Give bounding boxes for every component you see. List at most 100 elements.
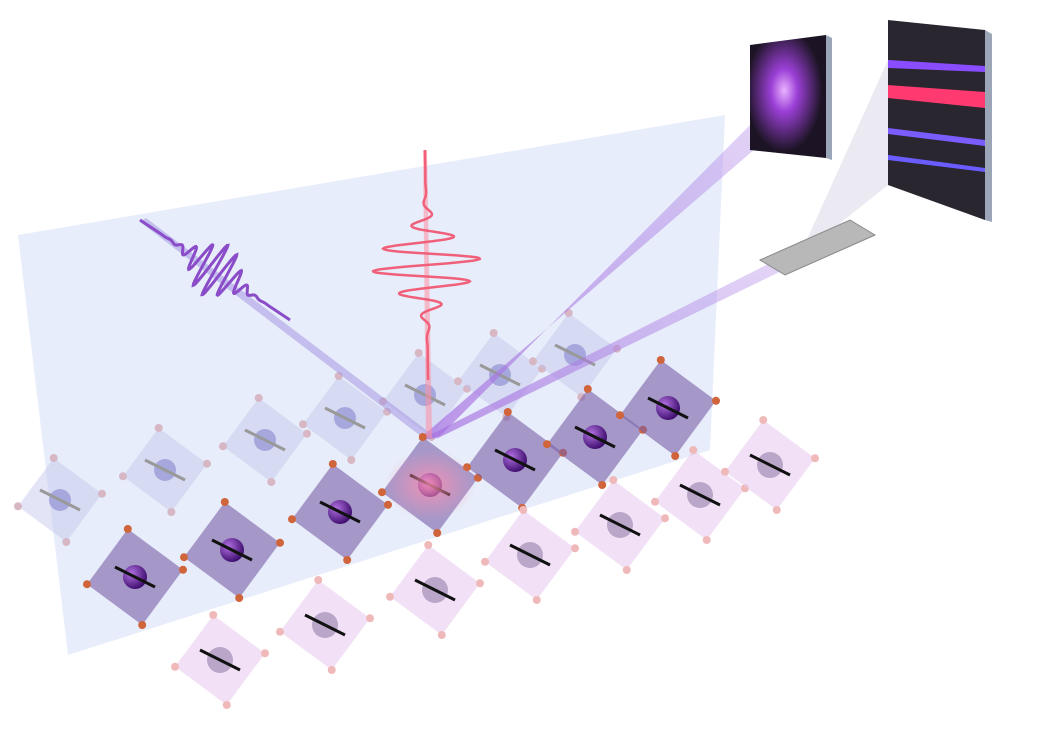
beam (420, 250, 800, 440)
lattice-atom (49, 454, 58, 462)
wave-packet (371, 150, 482, 380)
lattice-atom (543, 440, 551, 449)
lattice-atom (571, 544, 579, 553)
spin-arrow (199, 648, 241, 672)
spin-arrow (404, 383, 446, 407)
lattice-atom (689, 446, 698, 454)
lattice-atom (209, 611, 218, 619)
lattice-atom (179, 565, 187, 574)
spectral-line (888, 128, 985, 146)
lattice-atom (343, 556, 352, 564)
grating (758, 219, 877, 276)
lattice-atom (378, 488, 386, 497)
lattice-atom (220, 498, 229, 506)
lattice-atom (327, 666, 336, 674)
lattice-atom (119, 472, 127, 481)
lattice-atom (481, 557, 489, 566)
spin-arrow (749, 453, 791, 477)
lattice-atom (366, 614, 374, 623)
spin-arrow (599, 513, 641, 537)
lattice-atom (772, 506, 781, 514)
lattice-atom (571, 527, 579, 536)
spin-arrow (494, 448, 536, 472)
lattice-atom (222, 701, 231, 709)
screen-edge (826, 35, 832, 160)
lattice-atom (424, 541, 433, 549)
lattice-atom (384, 500, 392, 509)
spin-arrow (144, 458, 186, 482)
spin-arrow (414, 578, 456, 602)
lattice-atom (235, 594, 244, 602)
beam (418, 85, 800, 440)
spectral-line (888, 85, 985, 108)
spin-arrow (679, 483, 721, 507)
lattice-atom (454, 377, 462, 386)
lattice-atom (519, 506, 528, 514)
lattice-atom (219, 442, 227, 451)
lattice-atom (180, 553, 188, 562)
lattice-atom (276, 627, 284, 636)
spin-arrow (574, 425, 616, 449)
lattice-atom (532, 596, 541, 604)
spin-arrow (304, 613, 346, 637)
lattice-atom (303, 429, 311, 438)
spin-arrow (39, 488, 81, 512)
lattice-atom (123, 525, 132, 533)
lattice-atom (414, 349, 423, 357)
lattice-atom (299, 420, 307, 429)
spin-arrow (509, 543, 551, 567)
lattice-atom (538, 364, 546, 373)
wave-packets (139, 150, 482, 380)
lattice-atom (276, 538, 284, 547)
lattice-atom (656, 356, 665, 364)
lattice-atom (651, 497, 659, 506)
detector-screen (750, 35, 826, 158)
lattice-atom (386, 592, 394, 601)
dispersed-beam (800, 60, 888, 255)
lattice-atom (288, 515, 296, 524)
lattice-atom (98, 489, 106, 498)
lattice-atom (609, 476, 618, 484)
lattice-atom (433, 529, 442, 537)
lattice-atom (138, 621, 147, 629)
lattice-atom (476, 579, 484, 588)
spin-arrow (324, 406, 366, 430)
lattice-atom (347, 456, 356, 464)
lattice-atom (671, 452, 680, 460)
lattice-atom (759, 416, 768, 424)
spectral-line (888, 60, 985, 72)
lattice-atom (583, 385, 592, 393)
wave-packet (139, 218, 291, 322)
lattice-atom (489, 329, 498, 337)
lattice-atom (661, 514, 669, 523)
lattice-atom (83, 580, 91, 589)
spin-arrow (211, 538, 253, 562)
lattice-atom (167, 508, 176, 516)
spin-arrow (244, 428, 286, 452)
spin-arrow (319, 500, 361, 524)
spin-arrow (647, 396, 689, 420)
screen-edge (985, 30, 992, 222)
lattice-atom (261, 649, 269, 658)
lattice-atom (154, 424, 163, 432)
beam (423, 150, 432, 438)
lattice-atom (598, 481, 607, 489)
lattice-atom (62, 538, 71, 546)
lattice-atom (529, 357, 537, 366)
lattice-atom (811, 454, 819, 463)
lattice-atom (702, 536, 711, 544)
spin-arrow (114, 565, 156, 589)
lattice-atom (622, 566, 631, 574)
spectrometer-screen (888, 20, 985, 220)
reflected-lattice (171, 416, 819, 709)
lattice-atom (171, 662, 179, 671)
lattice-atom (616, 411, 624, 420)
glow (385, 450, 475, 520)
lattice-atom (463, 384, 471, 393)
lattice-atom (721, 467, 729, 476)
lattice-atom (314, 576, 323, 584)
lattice-atom (712, 396, 720, 405)
lattice-atom (418, 433, 427, 441)
lattice-atom (14, 502, 22, 511)
